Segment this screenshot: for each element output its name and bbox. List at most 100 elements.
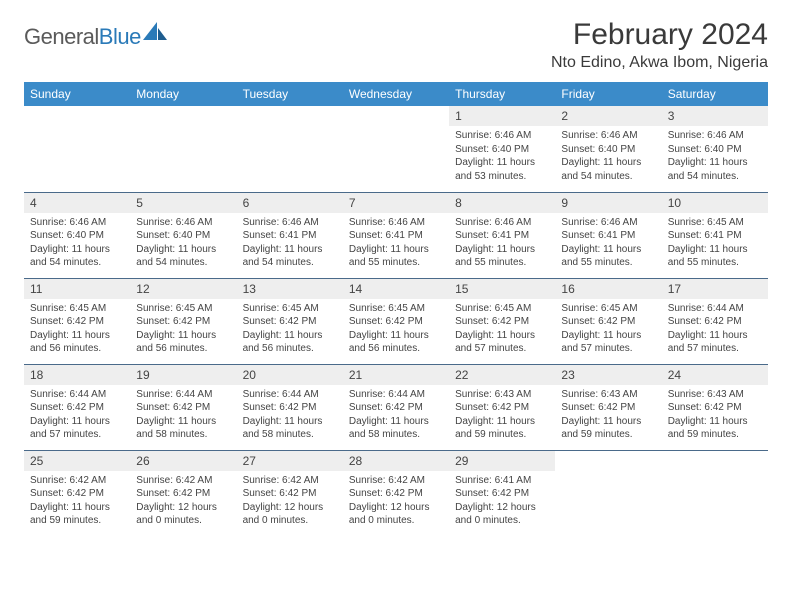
day-data: Sunrise: 6:46 AMSunset: 6:41 PMDaylight:… [555,213,661,274]
day-number: 3 [662,106,768,126]
day-data: Sunrise: 6:46 AMSunset: 6:40 PMDaylight:… [130,213,236,274]
daylight-text: Daylight: 11 hours and 54 minutes. [136,243,230,270]
calendar-cell: 25Sunrise: 6:42 AMSunset: 6:42 PMDayligh… [24,450,130,536]
sunrise-text: Sunrise: 6:46 AM [136,216,230,230]
logo-text-2: Blue [99,24,141,50]
sunset-text: Sunset: 6:41 PM [243,229,337,243]
day-data: Sunrise: 6:45 AMSunset: 6:42 PMDaylight:… [449,299,555,360]
day-number [555,451,661,471]
day-number [662,451,768,471]
calendar-cell: 8Sunrise: 6:46 AMSunset: 6:41 PMDaylight… [449,192,555,278]
sunset-text: Sunset: 6:41 PM [349,229,443,243]
day-number: 18 [24,365,130,385]
sunrise-text: Sunrise: 6:45 AM [349,302,443,316]
calendar-header-row: SundayMondayTuesdayWednesdayThursdayFrid… [24,82,768,106]
day-number: 10 [662,193,768,213]
daylight-text: Daylight: 11 hours and 54 minutes. [561,156,655,183]
day-data: Sunrise: 6:46 AMSunset: 6:40 PMDaylight:… [449,126,555,187]
daylight-text: Daylight: 11 hours and 56 minutes. [349,329,443,356]
daylight-text: Daylight: 11 hours and 59 minutes. [561,415,655,442]
day-number: 20 [237,365,343,385]
location-subtitle: Nto Edino, Akwa Ibom, Nigeria [551,54,768,72]
calendar-cell: 19Sunrise: 6:44 AMSunset: 6:42 PMDayligh… [130,364,236,450]
sunset-text: Sunset: 6:42 PM [136,487,230,501]
day-data: Sunrise: 6:45 AMSunset: 6:42 PMDaylight:… [130,299,236,360]
day-number: 13 [237,279,343,299]
calendar-body: 1Sunrise: 6:46 AMSunset: 6:40 PMDaylight… [24,106,768,536]
calendar-cell: 29Sunrise: 6:41 AMSunset: 6:42 PMDayligh… [449,450,555,536]
sunset-text: Sunset: 6:42 PM [668,401,762,415]
day-number: 9 [555,193,661,213]
calendar-row: 1Sunrise: 6:46 AMSunset: 6:40 PMDaylight… [24,106,768,192]
daylight-text: Daylight: 11 hours and 55 minutes. [349,243,443,270]
sunrise-text: Sunrise: 6:41 AM [455,474,549,488]
calendar-cell: 16Sunrise: 6:45 AMSunset: 6:42 PMDayligh… [555,278,661,364]
sunrise-text: Sunrise: 6:44 AM [349,388,443,402]
calendar-cell: 22Sunrise: 6:43 AMSunset: 6:42 PMDayligh… [449,364,555,450]
daylight-text: Daylight: 11 hours and 55 minutes. [561,243,655,270]
sunrise-text: Sunrise: 6:45 AM [30,302,124,316]
calendar-cell: 9Sunrise: 6:46 AMSunset: 6:41 PMDaylight… [555,192,661,278]
day-number [24,106,130,126]
sunset-text: Sunset: 6:42 PM [243,487,337,501]
day-number: 5 [130,193,236,213]
calendar-row: 18Sunrise: 6:44 AMSunset: 6:42 PMDayligh… [24,364,768,450]
daylight-text: Daylight: 11 hours and 56 minutes. [30,329,124,356]
calendar-cell: 23Sunrise: 6:43 AMSunset: 6:42 PMDayligh… [555,364,661,450]
calendar-cell: 21Sunrise: 6:44 AMSunset: 6:42 PMDayligh… [343,364,449,450]
calendar-cell: 3Sunrise: 6:46 AMSunset: 6:40 PMDaylight… [662,106,768,192]
day-number: 14 [343,279,449,299]
day-data: Sunrise: 6:45 AMSunset: 6:41 PMDaylight:… [662,213,768,274]
month-title: February 2024 [551,18,768,52]
calendar-cell: 24Sunrise: 6:43 AMSunset: 6:42 PMDayligh… [662,364,768,450]
sunrise-text: Sunrise: 6:45 AM [561,302,655,316]
daylight-text: Daylight: 11 hours and 54 minutes. [30,243,124,270]
day-data: Sunrise: 6:44 AMSunset: 6:42 PMDaylight:… [343,385,449,446]
sunset-text: Sunset: 6:42 PM [455,315,549,329]
day-number: 4 [24,193,130,213]
logo-sail-icon [143,22,169,45]
sunrise-text: Sunrise: 6:46 AM [561,129,655,143]
day-number [130,106,236,126]
day-data: Sunrise: 6:46 AMSunset: 6:40 PMDaylight:… [24,213,130,274]
header: GeneralBlue February 2024 Nto Edino, Akw… [24,18,768,72]
calendar-cell: 2Sunrise: 6:46 AMSunset: 6:40 PMDaylight… [555,106,661,192]
sunset-text: Sunset: 6:40 PM [668,143,762,157]
daylight-text: Daylight: 11 hours and 57 minutes. [455,329,549,356]
calendar-cell: 12Sunrise: 6:45 AMSunset: 6:42 PMDayligh… [130,278,236,364]
calendar-cell: 1Sunrise: 6:46 AMSunset: 6:40 PMDaylight… [449,106,555,192]
calendar-cell: 28Sunrise: 6:42 AMSunset: 6:42 PMDayligh… [343,450,449,536]
calendar-cell: 17Sunrise: 6:44 AMSunset: 6:42 PMDayligh… [662,278,768,364]
sunrise-text: Sunrise: 6:45 AM [243,302,337,316]
sunset-text: Sunset: 6:42 PM [561,401,655,415]
day-number: 17 [662,279,768,299]
calendar-cell: 27Sunrise: 6:42 AMSunset: 6:42 PMDayligh… [237,450,343,536]
daylight-text: Daylight: 11 hours and 59 minutes. [30,501,124,528]
daylight-text: Daylight: 11 hours and 56 minutes. [136,329,230,356]
day-number: 6 [237,193,343,213]
day-number: 1 [449,106,555,126]
sunset-text: Sunset: 6:40 PM [136,229,230,243]
calendar-cell: 18Sunrise: 6:44 AMSunset: 6:42 PMDayligh… [24,364,130,450]
sunrise-text: Sunrise: 6:46 AM [455,216,549,230]
day-data: Sunrise: 6:43 AMSunset: 6:42 PMDaylight:… [662,385,768,446]
weekday-header: Friday [555,82,661,106]
day-data: Sunrise: 6:43 AMSunset: 6:42 PMDaylight:… [555,385,661,446]
calendar-cell: 15Sunrise: 6:45 AMSunset: 6:42 PMDayligh… [449,278,555,364]
calendar-cell: 6Sunrise: 6:46 AMSunset: 6:41 PMDaylight… [237,192,343,278]
calendar-cell: 4Sunrise: 6:46 AMSunset: 6:40 PMDaylight… [24,192,130,278]
day-number [343,106,449,126]
sunrise-text: Sunrise: 6:42 AM [30,474,124,488]
calendar-cell: 14Sunrise: 6:45 AMSunset: 6:42 PMDayligh… [343,278,449,364]
day-number: 25 [24,451,130,471]
weekday-header: Monday [130,82,236,106]
day-number: 23 [555,365,661,385]
calendar-table: SundayMondayTuesdayWednesdayThursdayFrid… [24,82,768,536]
sunset-text: Sunset: 6:42 PM [455,401,549,415]
day-data: Sunrise: 6:45 AMSunset: 6:42 PMDaylight:… [237,299,343,360]
calendar-cell [130,106,236,192]
sunrise-text: Sunrise: 6:46 AM [243,216,337,230]
sunset-text: Sunset: 6:42 PM [349,487,443,501]
calendar-cell: 20Sunrise: 6:44 AMSunset: 6:42 PMDayligh… [237,364,343,450]
daylight-text: Daylight: 12 hours and 0 minutes. [455,501,549,528]
